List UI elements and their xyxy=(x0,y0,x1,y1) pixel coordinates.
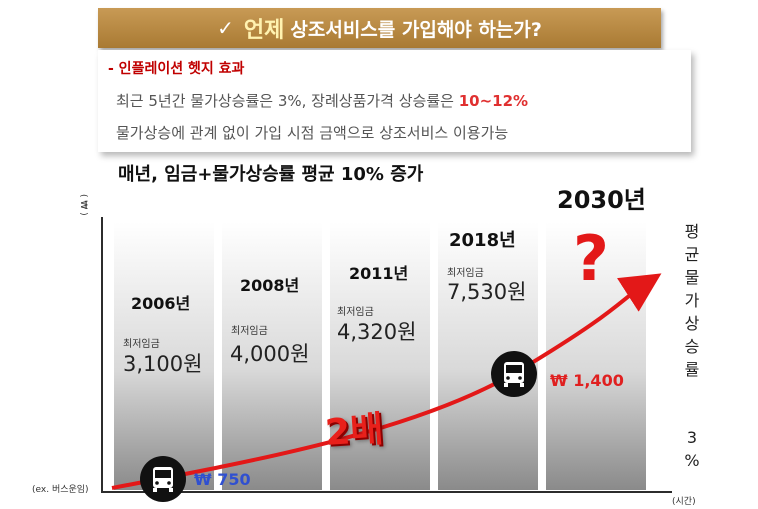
year-label: 2008년 xyxy=(240,276,300,295)
wage-label: 최저임금 xyxy=(447,268,484,279)
side-note-value-char: % xyxy=(684,451,700,470)
column-2030 xyxy=(546,222,646,490)
side-note-char: 평 xyxy=(684,222,700,241)
future-year: 2030년 xyxy=(557,186,646,214)
multiplier-label: 2배 xyxy=(323,409,385,454)
side-note-label: 평 균 물 가 상 승 률 xyxy=(683,220,701,381)
info-line-1-text: 최근 5년간 물가상승률은 3%, 장례상품가격 상승률은 xyxy=(116,92,459,110)
side-note-char: 상 xyxy=(684,314,700,333)
year-label: 2011년 xyxy=(349,264,409,283)
x-axis xyxy=(101,491,672,493)
side-note-value-char: 3 xyxy=(686,428,698,447)
info-line-1-highlight: 10~12% xyxy=(458,92,529,110)
growth-curve-line xyxy=(111,273,662,490)
example-label: (ex. 버스운임) xyxy=(32,485,89,495)
title-banner: ✓ 언제 상조서비스를 가입해야 하는가? xyxy=(98,8,661,48)
bus-icon xyxy=(491,351,537,397)
info-box: - 인플레이션 헷지 효과 최근 5년간 물가상승률은 3%, 장례상품가격 상… xyxy=(98,50,691,152)
year-label: 2018년 xyxy=(449,230,516,251)
wage-label: 최저임금 xyxy=(231,326,268,337)
x-axis-label: (시간) xyxy=(672,497,696,507)
side-note-char: 승 xyxy=(684,337,700,356)
banner-highlight: 언제 xyxy=(243,18,285,43)
banner-text: 상조서비스를 가입해야 하는가? xyxy=(290,18,542,41)
column-2008 xyxy=(222,222,322,490)
wage-label: 최저임금 xyxy=(337,307,374,318)
wage-label: 최저임금 xyxy=(123,339,160,350)
side-note-value: 3 % xyxy=(683,426,701,472)
side-note-char: 률 xyxy=(684,360,700,379)
column-2011 xyxy=(330,222,430,490)
wage-value: 4,000원 xyxy=(230,342,310,366)
side-note-char: 물 xyxy=(684,268,700,287)
y-axis xyxy=(101,217,103,493)
info-line-1: 최근 5년간 물가상승률은 3%, 장례상품가격 상승률은 10~12% xyxy=(116,90,528,111)
info-heading: - 인플레이션 헷지 효과 xyxy=(108,61,245,77)
checkmark-icon: ✓ xyxy=(217,16,234,40)
side-note-char: 균 xyxy=(684,245,700,264)
subtitle: 매년, 임금+물가상승률 평균 10% 증가 xyxy=(118,164,424,185)
fare-end: ₩ 1,400 xyxy=(550,371,624,390)
bus-icon xyxy=(140,456,186,502)
question-mark: ? xyxy=(573,222,609,295)
info-line-2: 물가상승에 관계 없이 가입 시점 금액으로 상조서비스 이용가능 xyxy=(116,124,509,142)
year-label: 2006년 xyxy=(131,294,191,313)
wage-value: 4,320원 xyxy=(337,320,417,344)
wage-value: 7,530원 xyxy=(447,280,527,304)
column-2006 xyxy=(114,222,214,490)
side-note-char: 가 xyxy=(684,291,700,310)
wage-value: 3,100원 xyxy=(123,352,203,376)
y-axis-label: ( ₩ ) xyxy=(78,194,88,216)
fare-start: ₩ 750 xyxy=(194,470,251,489)
